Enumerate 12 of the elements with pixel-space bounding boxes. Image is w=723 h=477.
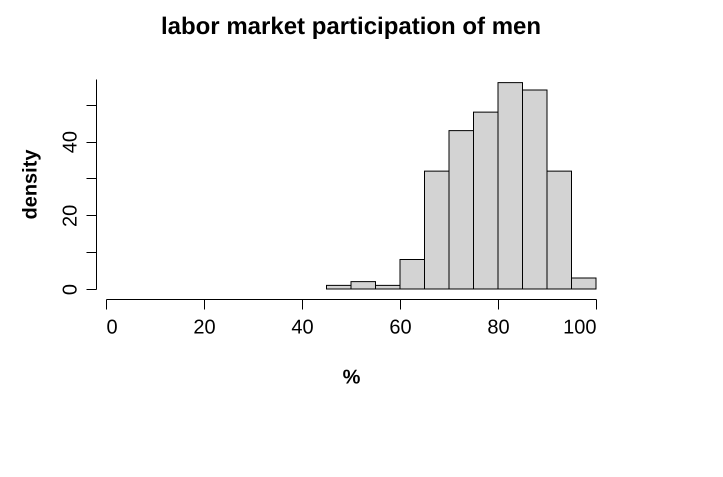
y-tick-label: 20 — [60, 204, 82, 227]
y-tick-label: 0 — [60, 284, 82, 296]
x-tick-label: 20 — [193, 316, 216, 338]
x-tick-label: 80 — [487, 316, 510, 338]
x-tick-label: 0 — [106, 316, 118, 338]
y-axis-title: density — [20, 148, 42, 220]
chart-title: labor market participation of men — [160, 13, 542, 40]
x-axis-title: % — [342, 366, 361, 388]
x-tick-label: 40 — [291, 316, 314, 338]
x-tick-label: 100 — [563, 316, 596, 338]
x-tick-label: 60 — [389, 316, 412, 338]
y-tick-label: 40 — [60, 131, 82, 154]
